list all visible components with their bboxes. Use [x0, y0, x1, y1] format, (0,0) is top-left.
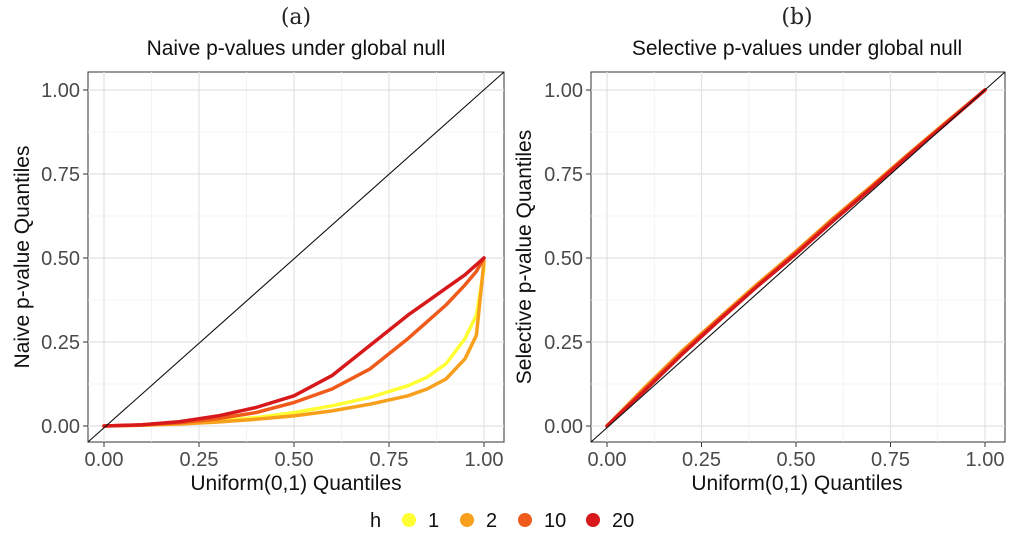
y-tick-label: 0.25 [544, 332, 583, 354]
grid-b [591, 72, 1005, 442]
legend-label-2: 2 [486, 510, 497, 532]
x-tick-label: 1.00 [966, 449, 1005, 471]
panel-tag-b: (b) [781, 5, 812, 30]
legend-label-10: 10 [544, 510, 566, 532]
legend-swatch-20 [586, 513, 600, 527]
ticks-a: 0.00 0.25 0.50 0.75 1.00 0.00 0.25 0.50 0.75 1.00 [41, 80, 503, 471]
y-tick-label: 0.00 [544, 416, 583, 438]
legend-swatch-10 [518, 513, 532, 527]
y-tick-label: 1.00 [41, 80, 80, 102]
legend-title: h [370, 510, 381, 532]
x-tick-label: 0.00 [588, 449, 627, 471]
reference-line [87, 71, 505, 443]
y-tick-label: 0.75 [41, 164, 80, 186]
y-tick-label: 1.00 [544, 80, 583, 102]
x-tick-label: 0.00 [85, 449, 124, 471]
x-tick-label: 1.00 [465, 449, 504, 471]
y-tick-label: 0.50 [544, 248, 583, 270]
y-tick-label: 0.50 [41, 248, 80, 270]
legend-label-20: 20 [612, 510, 634, 532]
legend-swatch-1 [402, 513, 416, 527]
chart-title-a: Naive p-values under global null [147, 37, 446, 60]
legend: h 1 2 10 20 [370, 510, 634, 532]
y-tick-label: 0.25 [41, 332, 80, 354]
y-tick-label: 0.00 [41, 416, 80, 438]
series-a [87, 71, 505, 443]
y-tick-label: 0.75 [544, 164, 583, 186]
series-b [590, 71, 1006, 443]
legend-label-1: 1 [428, 510, 439, 532]
x-axis-title-a: Uniform(0,1) Quantiles [190, 472, 401, 495]
chart-title-b: Selective p-values under global null [632, 37, 962, 60]
y-axis-title-b: Selective p-value Quantiles [513, 130, 536, 384]
x-tick-label: 0.50 [275, 449, 314, 471]
y-axis-title-a: Naive p-value Quantiles [11, 146, 34, 369]
panel-b: (b) Selective p-values under global null… [513, 5, 1006, 495]
panel-a: (a) Naive p-values under global null 0.0… [11, 5, 505, 495]
panel-tag-a: (a) [281, 5, 311, 30]
x-axis-title-b: Uniform(0,1) Quantiles [691, 472, 902, 495]
ticks-b: 0.00 0.25 0.50 0.75 1.00 0.00 0.25 0.50 0.75 1.00 [544, 80, 1004, 471]
x-tick-label: 0.25 [180, 449, 219, 471]
legend-swatch-2 [460, 513, 474, 527]
x-tick-label: 0.75 [370, 449, 409, 471]
series-line-h20 [605, 88, 987, 428]
x-tick-label: 0.25 [682, 449, 721, 471]
x-tick-label: 0.75 [871, 449, 910, 471]
reference-line [590, 71, 1006, 443]
series-line-h20 [102, 256, 486, 428]
x-tick-label: 0.50 [777, 449, 816, 471]
